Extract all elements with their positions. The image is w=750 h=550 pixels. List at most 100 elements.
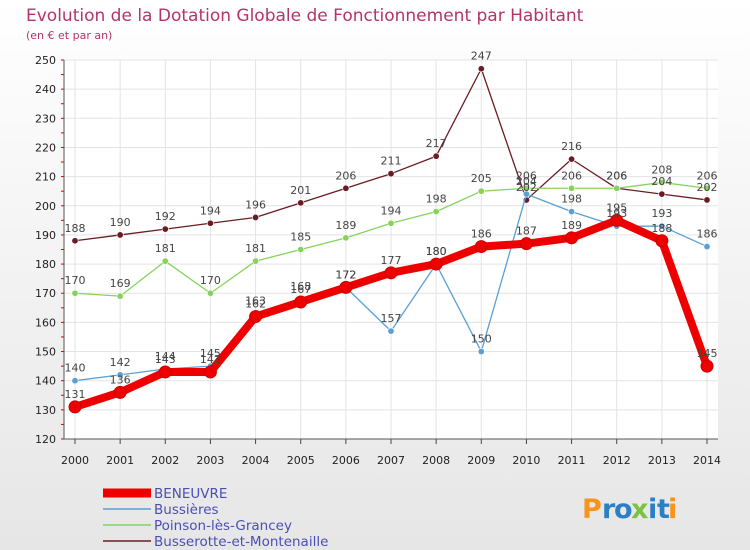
- y-tick-label: 240: [35, 83, 56, 96]
- x-tick-label: 2007: [377, 454, 405, 467]
- y-tick-label: 120: [35, 433, 56, 446]
- data-label: 143: [200, 353, 221, 366]
- data-point: [700, 359, 714, 373]
- data-point: [294, 295, 308, 309]
- data-point: [565, 231, 579, 245]
- y-tick-label: 190: [35, 229, 56, 242]
- data-point: [568, 184, 576, 192]
- y-tick-label: 140: [35, 375, 56, 388]
- data-label: 185: [290, 231, 311, 244]
- data-label: 194: [200, 204, 221, 217]
- axes: 120 130 140 150 160 170 180 190 200 210 220 230 240 2…: [35, 54, 721, 467]
- y-tick-label: 150: [35, 346, 56, 359]
- data-point: [249, 310, 263, 324]
- data-point: [658, 190, 666, 198]
- data-label: 172: [335, 268, 356, 281]
- data-label: 193: [606, 207, 627, 220]
- data-point: [252, 257, 260, 265]
- y-tick-label: 130: [35, 404, 56, 417]
- data-label: 206: [697, 169, 718, 182]
- data-label: 189: [561, 219, 582, 232]
- data-label: 157: [381, 312, 402, 325]
- y-tick-label: 230: [35, 112, 56, 125]
- data-label: 145: [697, 347, 718, 360]
- logo-letter: o: [614, 494, 633, 525]
- data-point: [477, 65, 485, 73]
- data-point: [568, 208, 576, 216]
- data-label: 211: [381, 155, 402, 168]
- data-point: [384, 266, 398, 280]
- data-label: 186: [471, 228, 492, 241]
- data-label: 190: [110, 216, 131, 229]
- data-label: 140: [65, 362, 86, 375]
- x-tick-label: 2013: [648, 454, 676, 467]
- x-tick-label: 2010: [512, 454, 540, 467]
- data-label: 181: [245, 242, 266, 255]
- y-tick-label: 200: [35, 200, 56, 213]
- chart-title: Evolution de la Dotation Globale de Fonc…: [26, 6, 584, 26]
- x-tick-label: 2009: [467, 454, 495, 467]
- data-point: [522, 190, 530, 198]
- data-label: 195: [606, 201, 627, 214]
- data-label: 206: [516, 169, 537, 182]
- data-label: 206: [606, 169, 627, 182]
- y-tick-label: 160: [35, 316, 56, 329]
- logo-letter: i: [668, 494, 677, 525]
- data-label: 198: [426, 193, 447, 206]
- data-point: [342, 234, 350, 242]
- data-point: [477, 348, 485, 356]
- data-label: 145: [200, 347, 221, 360]
- data-point: [658, 178, 666, 186]
- data-point: [206, 289, 214, 297]
- data-label: 206: [606, 169, 627, 182]
- data-label: 168: [290, 280, 311, 293]
- data-label: 170: [65, 274, 86, 287]
- x-tick-label: 2006: [332, 454, 360, 467]
- chart-subtitle: (en € et par an): [26, 29, 112, 42]
- data-point: [342, 184, 350, 192]
- data-point: [116, 292, 124, 300]
- x-tick-label: 2005: [287, 454, 315, 467]
- logo-letter: x: [631, 494, 648, 525]
- data-point: [252, 213, 260, 221]
- data-point: [432, 208, 440, 216]
- data-label: 192: [155, 210, 176, 223]
- data-point: [477, 187, 485, 195]
- data-point: [703, 184, 711, 192]
- logo-letter: P: [582, 494, 602, 525]
- data-point: [113, 385, 127, 399]
- legend: BENEUVREBussièresPoinson-lès-GranceyBuss…: [103, 486, 328, 550]
- x-tick-label: 2003: [196, 454, 224, 467]
- data-label: 180: [426, 245, 447, 258]
- data-label: 188: [65, 222, 86, 235]
- data-point: [116, 231, 124, 239]
- data-label: 206: [561, 169, 582, 182]
- data-point: [658, 222, 666, 230]
- legend-label: BENEUVRE: [154, 486, 227, 502]
- x-tick-label: 2008: [422, 454, 450, 467]
- data-label: 162: [245, 298, 266, 311]
- data-label: 193: [651, 207, 672, 220]
- data-label: 217: [426, 137, 447, 150]
- data-label: 202: [516, 181, 537, 194]
- x-tick-label: 2012: [603, 454, 631, 467]
- data-point: [387, 170, 395, 178]
- data-label: 204: [651, 175, 672, 188]
- data-point: [71, 377, 79, 385]
- data-point: [655, 234, 669, 248]
- series-poinson-l-s-grancey: [71, 178, 711, 300]
- data-label: 143: [155, 353, 176, 366]
- data-label: 205: [471, 172, 492, 185]
- data-point: [429, 257, 443, 271]
- data-point: [203, 365, 217, 379]
- data-label: 189: [335, 219, 356, 232]
- data-point: [71, 289, 79, 297]
- data-point: [613, 184, 621, 192]
- data-point: [71, 237, 79, 245]
- data-label: 194: [381, 204, 402, 217]
- data-point: [387, 327, 395, 335]
- data-point: [387, 219, 395, 227]
- legend-label: Bussières: [154, 502, 219, 518]
- data-point: [432, 152, 440, 160]
